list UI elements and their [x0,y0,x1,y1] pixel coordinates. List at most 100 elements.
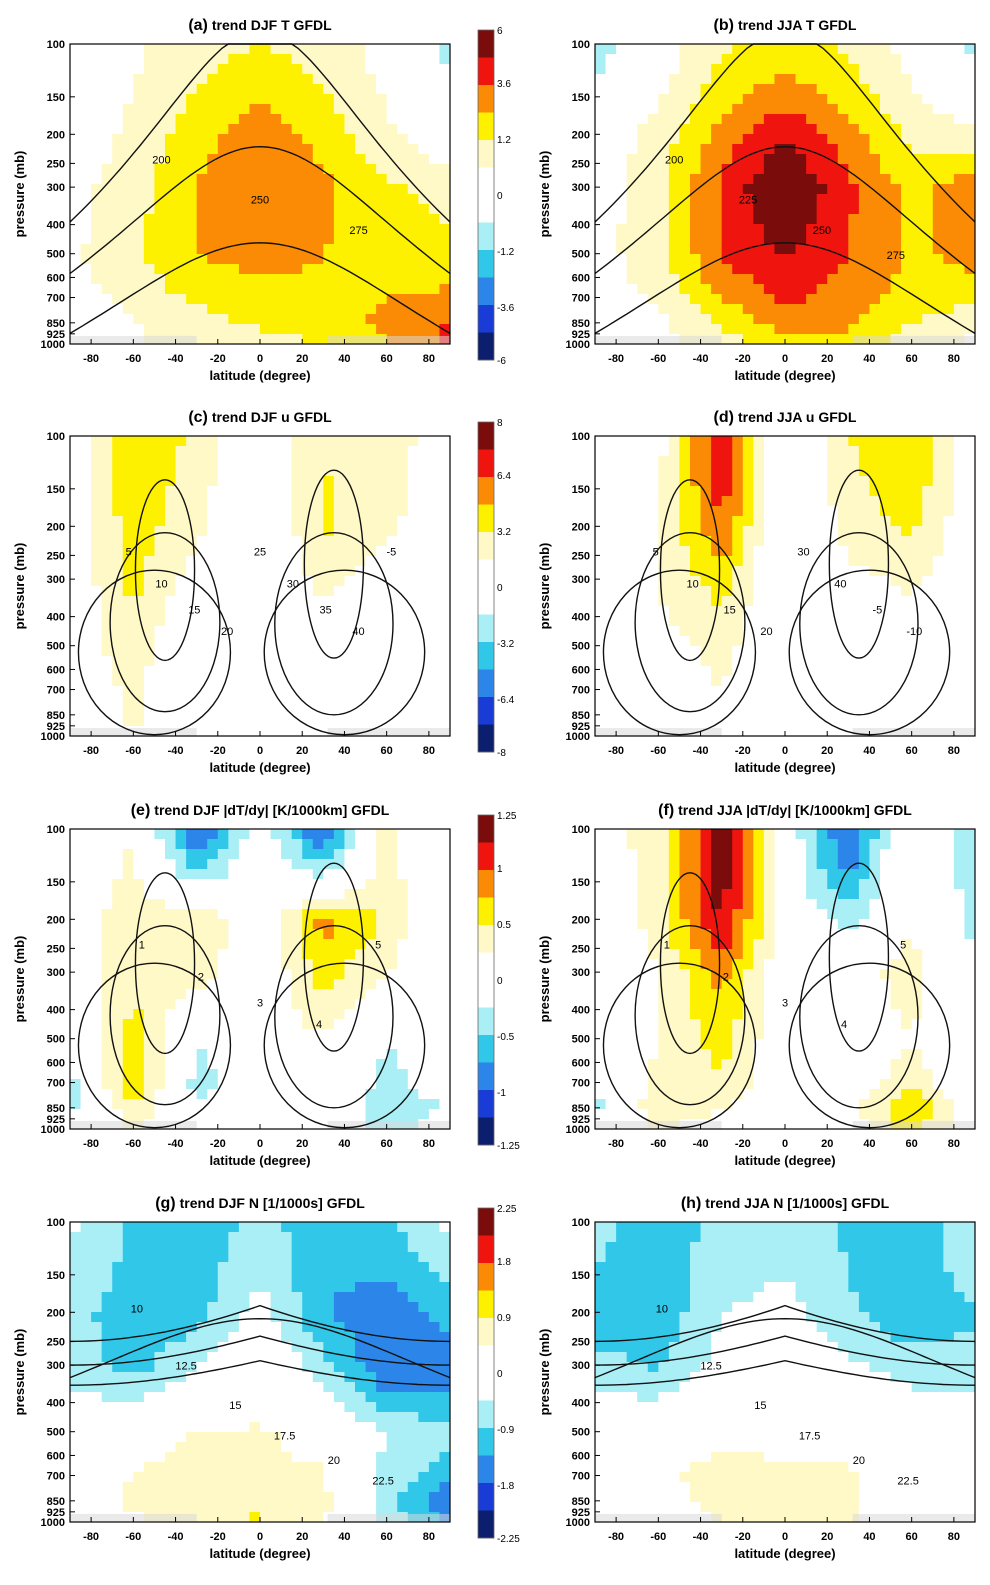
trend-cell [281,586,293,597]
trend-cell [922,294,934,305]
trend-cell [333,214,345,225]
trend-cell [964,94,976,105]
trend-cell [880,496,891,507]
trend-cell [270,436,282,447]
trend-cell [154,656,166,667]
trend-cell [228,476,240,487]
trend-cell [795,616,807,627]
trend-cell [376,496,388,507]
trend-cell [133,184,145,195]
trend-cell [365,64,377,75]
trend-cell [721,194,733,205]
trend-cell [626,576,638,587]
trend-cell [616,204,628,215]
trend-cell [658,686,670,697]
trend-cell [386,204,398,215]
trend-cell [270,496,282,507]
trend-cell [428,646,440,657]
trend-cell [827,334,839,345]
trend-cell [439,324,451,335]
trend-cell [785,244,796,255]
trend-cell [869,666,881,677]
trend-cell [890,486,902,497]
wind-contour [634,531,746,713]
trend-cell [249,314,261,325]
trend-cell [647,214,659,225]
trend-cell [848,174,860,185]
y-tick-label: 850 [572,318,590,330]
trend-cell [397,284,409,295]
trend-cell [911,124,923,135]
trend-cell [605,254,617,265]
panel-title-text: trend DJF u GFDL [212,409,332,425]
trend-cell [658,456,670,467]
trend-cell [165,234,176,245]
trend-cell [70,566,81,577]
trend-cell [964,314,976,325]
trend-cell [763,546,775,557]
trend-cell [175,889,187,900]
trend-cell [763,586,775,597]
trend-cell [922,656,934,667]
trend-cell [721,576,733,587]
trend-cell [795,154,807,165]
trend-cell [679,114,691,125]
contour-label: 250 [813,225,831,237]
trend-cell [302,334,314,345]
trend-cell [70,546,81,557]
trend-cell [668,224,680,235]
trend-cell [848,274,860,285]
trend-cell [721,516,733,527]
trend-cell [333,264,345,275]
trend-cell [217,64,229,75]
trend-cell [133,656,145,667]
trend-cell [196,706,208,717]
trend-cell [91,556,103,567]
trend-cell [816,586,828,597]
trend-cell [333,506,345,517]
trend-cell [207,234,219,245]
trend-cell [344,919,356,930]
trend-cell [880,154,891,165]
trend-cell [732,696,744,707]
trend-cell [732,596,744,607]
trend-cell [837,224,849,235]
trend-cell [647,686,659,697]
trend-cell [595,526,606,537]
trend-cell [70,929,81,940]
trend-cell [679,436,691,447]
trend-cell [439,134,451,145]
trend-cell [595,566,606,577]
trend-cell [880,264,891,275]
trend-cell [679,234,691,245]
trend-cell [690,546,701,557]
trend-cell [122,859,134,870]
trend-cell [386,919,398,930]
trend-cell [880,214,891,225]
trend-cell [827,314,839,325]
trend-cell [133,686,145,697]
colorbar-swatch [478,250,494,278]
trend-cell [647,74,659,85]
trend-cell [122,716,134,727]
trend-cell [312,656,324,667]
trend-cell [753,626,765,637]
trend-cell [281,636,293,647]
trend-cell [112,929,124,940]
trend-cell [333,234,345,245]
trend-cell [827,556,839,567]
trend-cell [816,234,828,245]
trend-cell [418,556,430,567]
trend-cell [668,184,680,195]
trend-cell [763,626,775,637]
trend-cell [344,526,356,537]
trend-cell [270,114,282,125]
trend-cell [249,84,261,95]
trend-cell [260,556,271,567]
x-tick-label: 80 [948,353,960,365]
trend-cell [291,466,303,477]
trend-cell [858,104,870,115]
trend-cell [595,626,606,637]
colorbar-tick-label: -6.4 [497,695,515,706]
